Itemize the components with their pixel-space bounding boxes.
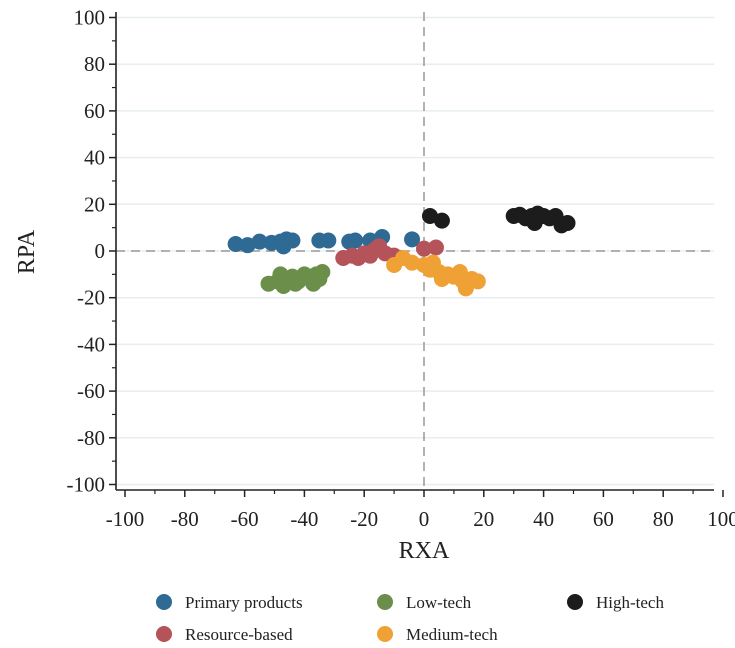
legend-label-high-tech: High-tech: [596, 593, 664, 612]
y-tick-label: 20: [84, 192, 105, 216]
legend-item-resource-based: Resource-based: [156, 625, 293, 644]
x-tick-label: 20: [473, 507, 494, 531]
x-tick-label: 100: [707, 507, 735, 531]
point-medium-tech: [404, 254, 421, 271]
point-primary-products: [347, 232, 364, 249]
y-tick-label: -40: [77, 332, 105, 356]
y-axis-ticks: 100 80 60 40 20 0 -20 -40 -60 -80 -100: [67, 6, 116, 497]
x-tick-label: -80: [171, 507, 199, 531]
point-low-tech: [314, 264, 331, 281]
reference-lines: [116, 12, 714, 490]
point-high-tech: [433, 212, 450, 229]
legend-label-primary-products: Primary products: [185, 593, 303, 612]
x-axis-ticks: -100 -80 -60 -40 -20 0 20 40 60 80 100: [106, 490, 735, 531]
point-resource-based: [427, 239, 444, 256]
y-tick-label: -60: [77, 379, 105, 403]
x-tick-label: -40: [290, 507, 318, 531]
legend-item-primary-products: Primary products: [156, 593, 303, 612]
legend-marker-high-tech: [567, 594, 583, 610]
legend-marker-medium-tech: [377, 626, 393, 642]
point-primary-products: [227, 235, 244, 252]
point-primary-products: [404, 231, 421, 248]
point-primary-products: [320, 232, 337, 249]
x-tick-label: 40: [533, 507, 554, 531]
x-tick-label: -60: [231, 507, 259, 531]
legend-label-medium-tech: Medium-tech: [406, 625, 498, 644]
point-primary-products: [284, 232, 301, 249]
x-tick-label: -100: [106, 507, 145, 531]
y-tick-label: 80: [84, 52, 105, 76]
y-tick-label: 40: [84, 146, 105, 170]
y-tick-label: 0: [95, 239, 106, 263]
y-axis-label: RPA: [14, 229, 40, 274]
y-tick-label: -80: [77, 426, 105, 450]
x-axis-label: RXA: [399, 538, 450, 564]
data-points: [227, 205, 576, 297]
x-tick-label: 80: [653, 507, 674, 531]
legend-item-medium-tech: Medium-tech: [377, 625, 498, 644]
x-tick-label: 60: [593, 507, 614, 531]
y-tick-label: -100: [67, 473, 106, 497]
legend-marker-resource-based: [156, 626, 172, 642]
legend-item-high-tech: High-tech: [567, 593, 664, 612]
point-resource-based: [416, 240, 432, 257]
y-tick-label: 60: [84, 99, 105, 123]
legend-marker-primary-products: [156, 594, 172, 610]
point-high-tech: [559, 214, 576, 231]
point-primary-products: [251, 233, 268, 250]
legend-label-low-tech: Low-tech: [406, 593, 472, 612]
legend-label-resource-based: Resource-based: [185, 625, 293, 644]
grid-lines: [116, 16, 714, 486]
legend-marker-low-tech: [377, 594, 393, 610]
point-medium-tech: [469, 273, 486, 290]
y-tick-label: -20: [77, 286, 105, 310]
y-tick-label: 100: [74, 6, 106, 30]
x-tick-label: -20: [350, 507, 378, 531]
legend-item-low-tech: Low-tech: [377, 593, 472, 612]
x-tick-label: 0: [419, 507, 430, 531]
legend: Primary products Resource-based Low-tech Me…: [156, 593, 664, 644]
